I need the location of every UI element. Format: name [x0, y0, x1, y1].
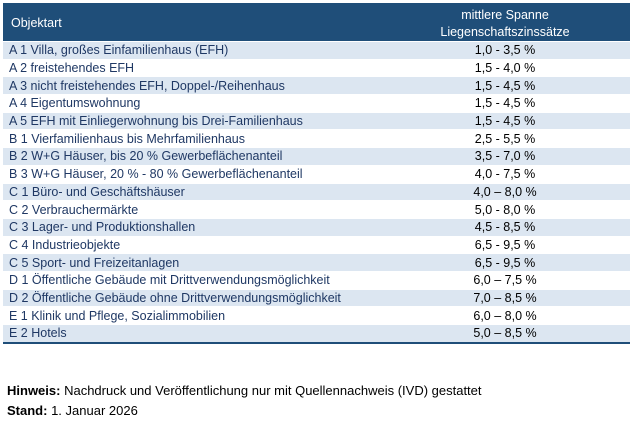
- table-row: A 5 EFH mit Einliegerwohnung bis Drei-Fa…: [3, 111, 630, 130]
- cell-objektart: B 2 W+G Häuser, bis 20 % Gewerbeflächena…: [9, 149, 283, 164]
- table-row: C 4 Industrieobjekte 6,5 - 9,5 %: [3, 235, 630, 254]
- table-row: B 2 W+G Häuser, bis 20 % Gewerbeflächena…: [3, 147, 630, 165]
- cell-objektart: A 5 EFH mit Einliegerwohnung bis Drei-Fa…: [9, 114, 303, 129]
- cell-objektart: C 2 Verbrauchermärkte: [9, 202, 139, 217]
- cell-objektart: A 3 nicht freistehendes EFH, Doppel-/Rei…: [9, 78, 285, 93]
- cell-spanne: 3,5 - 7,0 %: [474, 149, 536, 164]
- cell-objektart: C 5 Sport- und Freizeitanlagen: [9, 255, 180, 270]
- cell-spanne: 6,5 - 9,5 %: [474, 237, 536, 252]
- cell-spanne: 1,5 - 4,5 %: [474, 114, 536, 129]
- hint-line: Hinweis: Nachdruck und Veröffentlichung …: [7, 381, 482, 401]
- header-objektart: Objektart: [11, 16, 62, 30]
- cell-objektart: D 1 Öffentliche Gebäude mit Drittverwend…: [9, 273, 330, 288]
- table-row: D 2 Öffentliche Gebäude ohne Drittverwen…: [3, 288, 630, 307]
- cell-objektart: E 1 Klinik und Pflege, Sozialimmobilien: [9, 308, 226, 323]
- header-spanne-line1: mittlere Spanne: [461, 8, 549, 22]
- cell-objektart: B 1 Vierfamilienhaus bis Mehrfamilienhau…: [9, 131, 245, 146]
- cell-spanne: 1,0 - 3,5 %: [474, 43, 536, 58]
- table-row: E 1 Klinik und Pflege, Sozialimmobilien 6…: [3, 306, 630, 324]
- table-row: C 1 Büro- und Geschäftshäuser 4,0 – 8,0 %: [3, 182, 630, 201]
- hint-text: Nachdruck und Veröffentlichung nur mit Q…: [60, 383, 482, 398]
- cell-objektart: A 1 Villa, großes Einfamilienhaus (EFH): [9, 43, 229, 58]
- table-row: C 5 Sport- und Freizeitanlagen 6,5 - 9,5 …: [3, 253, 630, 271]
- table-row: A 4 Eigentumswohnung 1,5 - 4,5 %: [3, 94, 630, 112]
- cell-spanne: 6,0 – 8,0 %: [473, 308, 537, 323]
- cell-objektart: D 2 Öffentliche Gebäude ohne Drittverwen…: [9, 290, 341, 305]
- table-row: C 3 Lager- und Produktionshallen 4,5 - 8,…: [3, 217, 630, 236]
- cell-spanne: 5,0 – 8,5 %: [473, 326, 537, 341]
- cell-objektart: A 4 Eigentumswohnung: [9, 96, 141, 111]
- cell-objektart: C 4 Industrieobjekte: [9, 237, 121, 252]
- table-row: B 3 W+G Häuser, 20 % - 80 % Gewerbefläch…: [3, 164, 630, 183]
- table-row: B 1 Vierfamilienhaus bis Mehrfamilienhau…: [3, 129, 630, 148]
- notes: Hinweis: Nachdruck und Veröffentlichung …: [7, 381, 482, 421]
- stand-line: Stand: 1. Januar 2026: [7, 401, 482, 421]
- table-row: E 2 Hotels 5,0 – 8,5 %: [3, 324, 630, 342]
- table-row: A 2 freistehendes EFH 1,5 - 4,0 %: [3, 58, 630, 77]
- table-row: C 2 Verbrauchermärkte 5,0 - 8,0 %: [3, 200, 630, 218]
- cell-spanne: 6,5 - 9,5 %: [474, 255, 536, 270]
- table-row: D 1 Öffentliche Gebäude mit Drittverwend…: [3, 270, 630, 289]
- interest-rate-table: Objektart mittlere Spanne Liegenschaftsz…: [3, 3, 630, 344]
- cell-spanne: 6,0 – 7,5 %: [473, 273, 537, 288]
- cell-objektart: A 2 freistehendes EFH: [9, 61, 135, 76]
- cell-spanne: 5,0 - 8,0 %: [474, 202, 536, 217]
- cell-objektart: B 3 W+G Häuser, 20 % - 80 % Gewerbefläch…: [9, 167, 303, 182]
- header-spanne-line2: Liegenschaftszinssätze: [440, 25, 570, 39]
- stand-text: 1. Januar 2026: [47, 403, 138, 418]
- header-spanne: mittlere Spanne Liegenschaftszinssätze: [380, 3, 630, 41]
- cell-spanne: 7,0 – 8,5 %: [473, 290, 537, 305]
- cell-objektart: C 3 Lager- und Produktionshallen: [9, 220, 196, 235]
- cell-spanne: 4,0 – 8,0 %: [473, 184, 537, 199]
- cell-spanne: 2,5 - 5,5 %: [474, 131, 536, 146]
- cell-spanne: 4,5 - 8,5 %: [474, 220, 536, 235]
- hint-label: Hinweis:: [7, 383, 61, 398]
- cell-objektart: E 2 Hotels: [9, 326, 67, 341]
- stand-label: Stand:: [7, 403, 48, 418]
- cell-objektart: C 1 Büro- und Geschäftshäuser: [9, 184, 185, 199]
- cell-spanne: 1,5 - 4,5 %: [474, 78, 536, 93]
- table-header: Objektart mittlere Spanne Liegenschaftsz…: [3, 3, 630, 41]
- cell-spanne: 4,0 - 7,5 %: [474, 167, 536, 182]
- table-body: A 1 Villa, großes Einfamilienhaus (EFH) 1…: [3, 41, 630, 342]
- table-row: A 3 nicht freistehendes EFH, Doppel-/Rei…: [3, 76, 630, 95]
- cell-spanne: 1,5 - 4,5 %: [474, 96, 536, 111]
- cell-spanne: 1,5 - 4,0 %: [474, 61, 536, 76]
- table-row: A 1 Villa, großes Einfamilienhaus (EFH) 1…: [3, 41, 630, 59]
